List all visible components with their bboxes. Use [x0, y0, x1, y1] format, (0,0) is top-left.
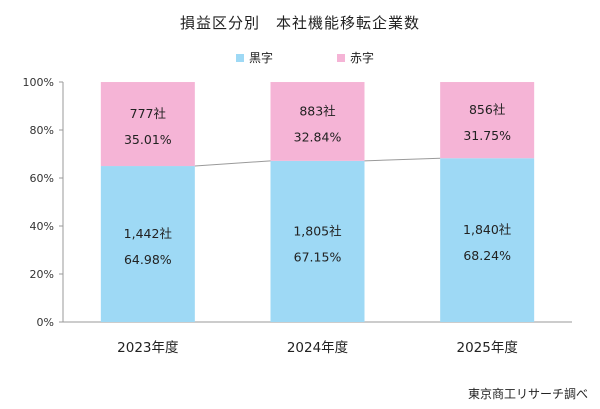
data-label-count: 777社	[130, 106, 166, 121]
chart-title: 損益区分別 本社機能移転企業数	[179, 14, 420, 32]
legend-label-1: 黒字	[249, 50, 273, 65]
x-tick-label: 2024年度	[287, 340, 348, 356]
data-label-count: 1,840社	[463, 222, 511, 237]
bar-segment-red	[440, 82, 535, 159]
y-tick-label: 80%	[30, 124, 54, 137]
series-connector-line	[364, 157, 441, 162]
x-tick-label: 2023年度	[117, 340, 178, 356]
x-tick-label: 2025年度	[456, 340, 517, 356]
bar-segment-black	[100, 166, 195, 322]
bar-segment-red	[100, 82, 195, 167]
bar-segment-black	[270, 160, 365, 322]
y-tick-label: 20%	[30, 268, 54, 281]
data-label-percent: 64.98%	[124, 252, 172, 267]
y-tick-label: 100%	[23, 76, 54, 89]
bar-segment-red	[270, 82, 365, 161]
data-label-percent: 32.84%	[294, 129, 342, 144]
y-tick-label: 0%	[37, 316, 54, 329]
legend-swatch-2	[337, 54, 345, 62]
y-tick-label: 60%	[30, 172, 54, 185]
bar-segment-black	[440, 158, 535, 322]
data-label-percent: 67.15%	[294, 249, 342, 264]
source-note: 東京商工リサーチ調べ	[467, 387, 588, 401]
data-label-count: 1,442社	[124, 226, 172, 241]
data-label-count: 1,805社	[293, 223, 341, 238]
y-tick-label: 40%	[30, 220, 54, 233]
data-label-count: 856社	[469, 102, 505, 117]
series-connector-line	[194, 160, 271, 167]
data-label-percent: 35.01%	[124, 132, 172, 147]
legend-swatch-1	[236, 54, 244, 62]
legend-label-2: 赤字	[350, 50, 374, 65]
data-label-count: 883社	[299, 103, 335, 118]
data-label-percent: 31.75%	[463, 128, 511, 143]
data-label-percent: 68.24%	[463, 248, 511, 263]
